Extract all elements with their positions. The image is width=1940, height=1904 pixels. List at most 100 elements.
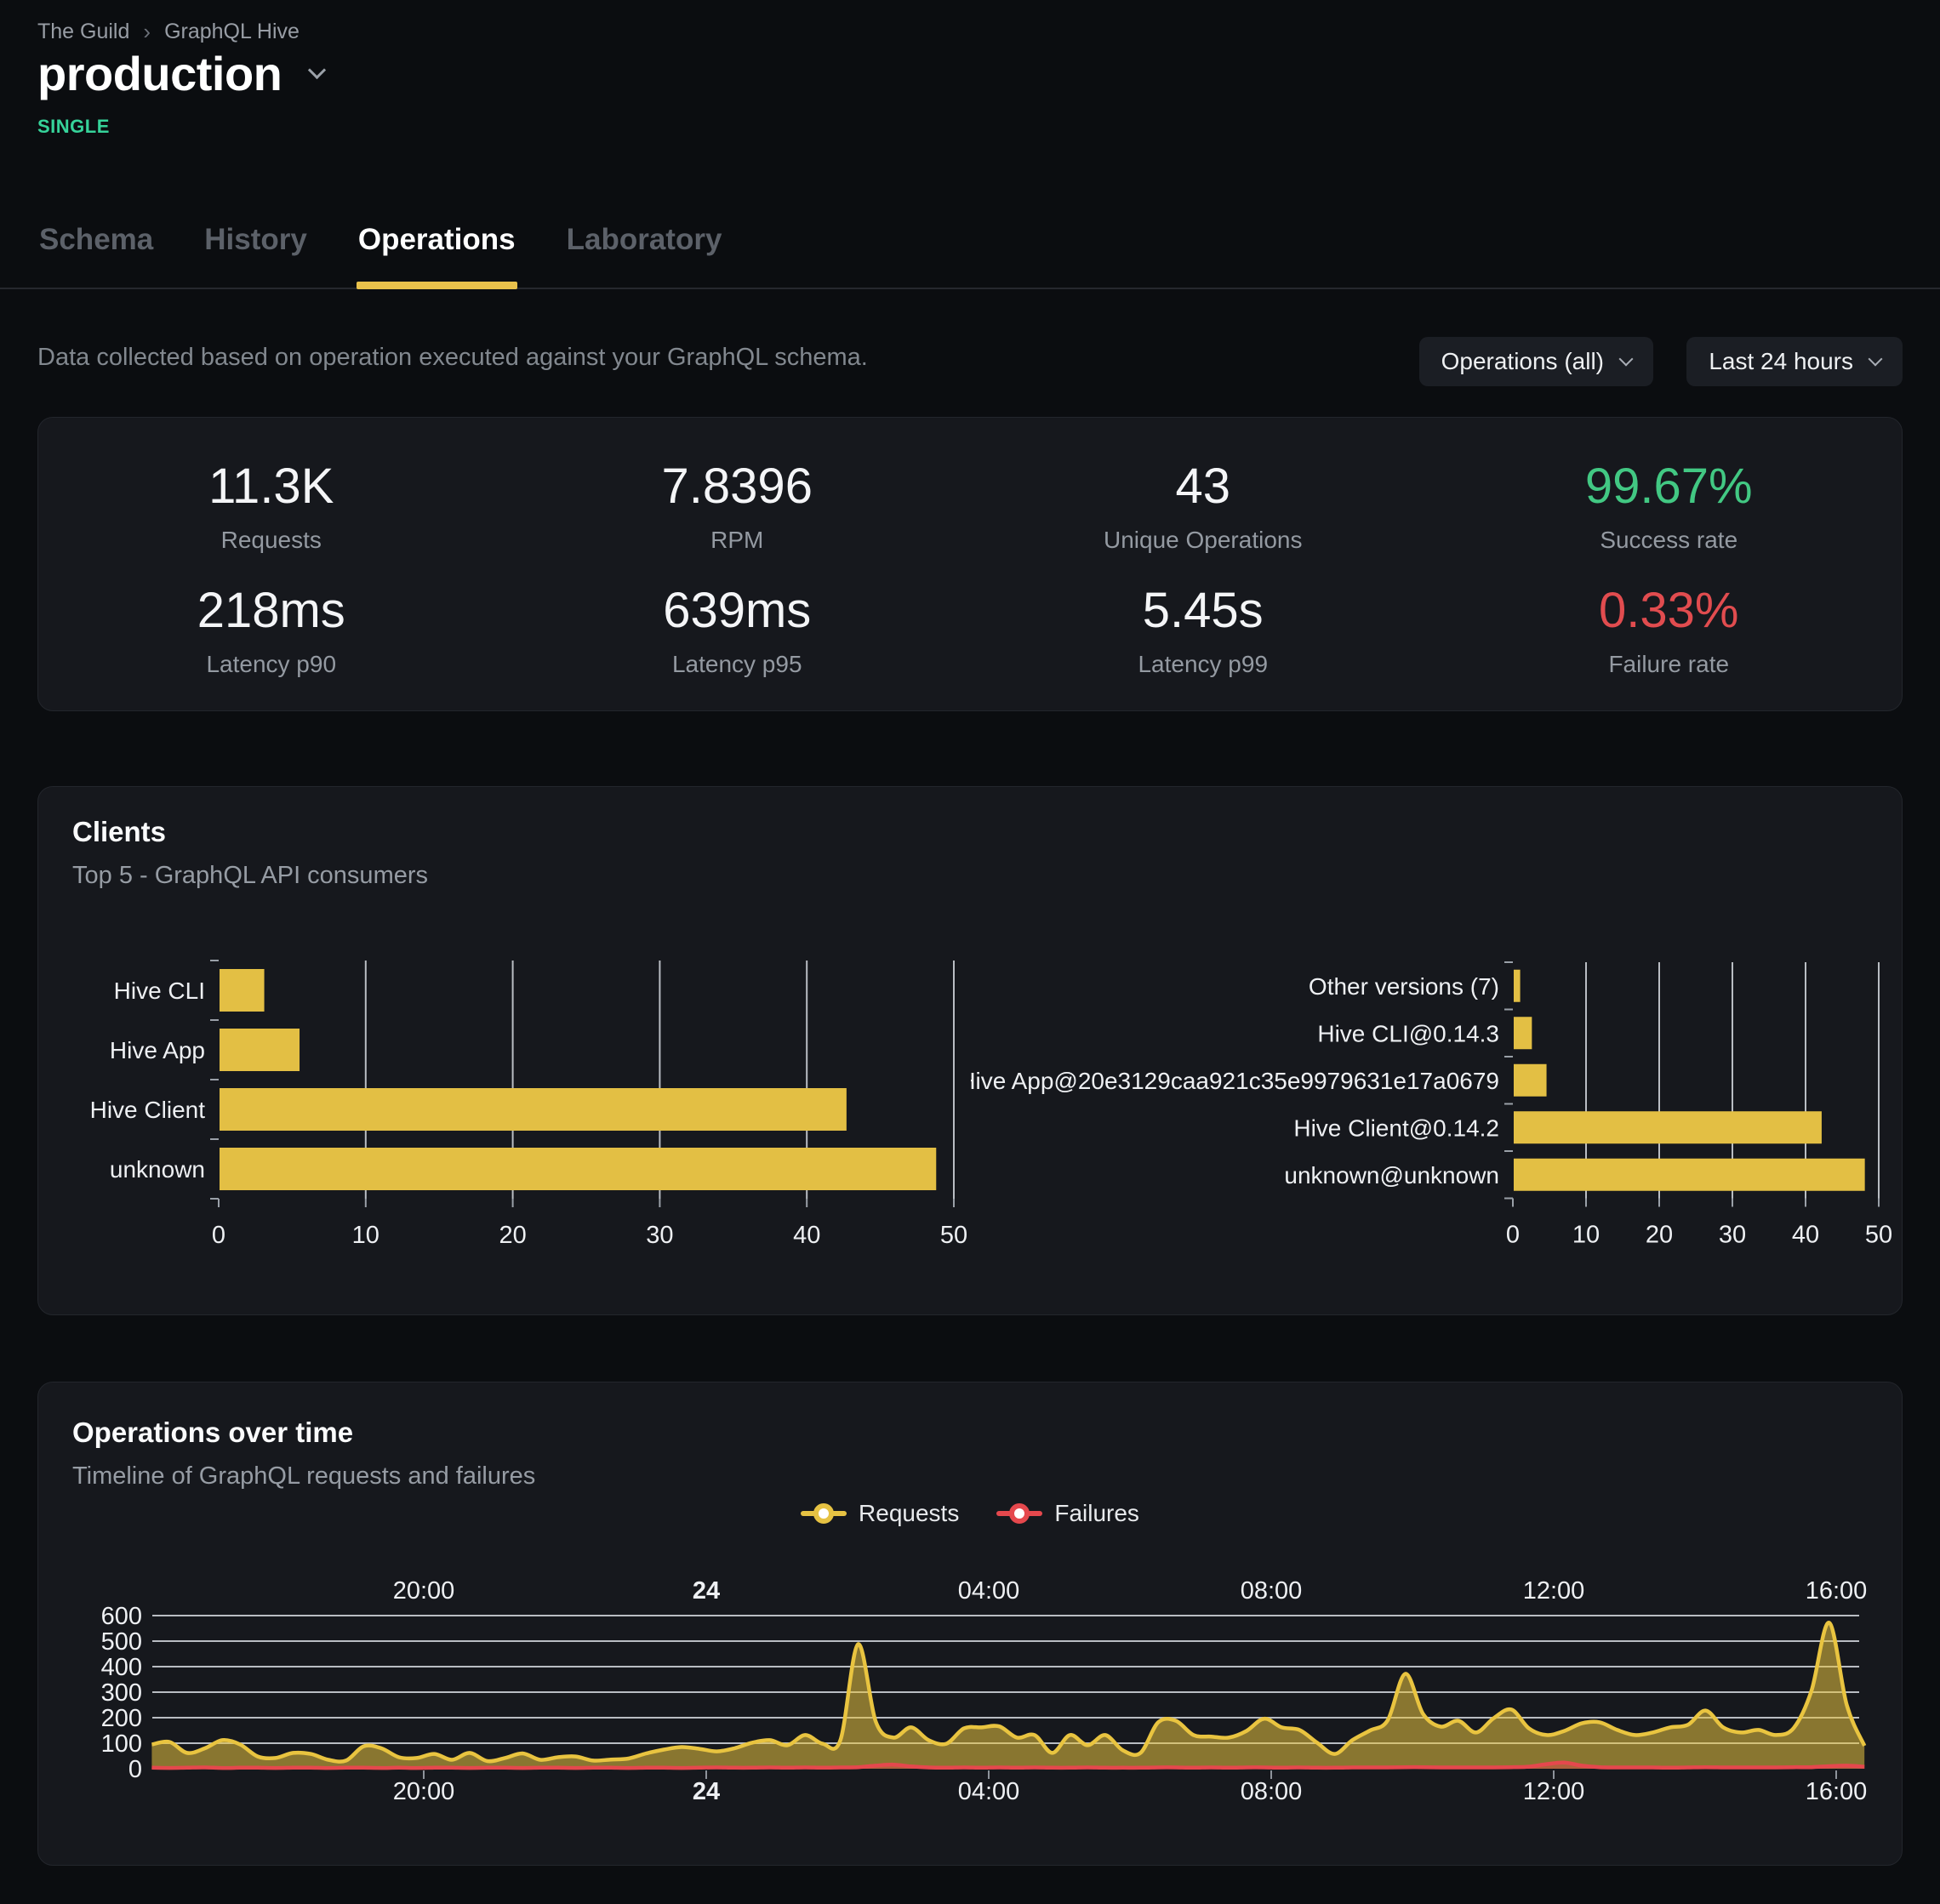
svg-text:40: 40 — [793, 1222, 820, 1249]
stat-requests: 11.3K Requests — [38, 443, 505, 567]
stat-value: 639ms — [663, 582, 812, 638]
target-switcher-chevron-down-icon[interactable] — [308, 60, 327, 80]
target-type-badge: SINGLE — [37, 116, 110, 137]
stat-label: RPM — [710, 526, 764, 553]
legend-label: Requests — [859, 1500, 960, 1526]
stat-value: 11.3K — [208, 458, 334, 514]
tab-laboratory[interactable]: Laboratory — [566, 223, 722, 256]
svg-text:0: 0 — [212, 1222, 225, 1249]
svg-text:20:00: 20:00 — [393, 1577, 455, 1605]
stat-value: 99.67% — [1584, 458, 1753, 514]
stat-label: Latency p95 — [671, 650, 802, 677]
svg-text:16:00: 16:00 — [1806, 1577, 1868, 1605]
breadcrumb-project[interactable]: GraphQL Hive — [164, 20, 300, 43]
operations-panel-title: Operations over time — [72, 1417, 354, 1448]
stats-panel: 11.3K Requests 7.8396 RPM 43 Unique Oper… — [37, 417, 1903, 711]
operations-over-time-panel: Operations over time Timeline of GraphQL… — [37, 1382, 1903, 1866]
stat-value: 7.8396 — [661, 458, 813, 514]
page-description: Data collected based on operation execut… — [37, 344, 868, 371]
page-title: production — [37, 47, 282, 100]
stat-label: Latency p90 — [206, 650, 337, 677]
svg-text:100: 100 — [101, 1730, 142, 1758]
stat-latency-p90: 218ms Latency p90 — [38, 567, 505, 692]
legend-item-failures[interactable]: Failures — [996, 1500, 1139, 1527]
svg-text:Hive App: Hive App — [110, 1037, 205, 1063]
operations-panel-subtitle: Timeline of GraphQL requests and failure… — [72, 1462, 536, 1490]
stat-label: Failure rate — [1608, 650, 1730, 677]
svg-text:40: 40 — [1792, 1222, 1819, 1249]
svg-text:Hive CLI@0.14.3: Hive CLI@0.14.3 — [1317, 1020, 1499, 1046]
target-title-row: production — [37, 46, 327, 101]
svg-text:Hive App@20e3129caa921c35e9979: Hive App@20e3129caa921c35e9979631e17a067… — [971, 1068, 1499, 1094]
stat-value: 43 — [1175, 458, 1230, 514]
svg-text:10: 10 — [352, 1222, 379, 1249]
svg-text:500: 500 — [101, 1628, 142, 1656]
svg-text:Other versions (7): Other versions (7) — [1309, 973, 1499, 1000]
svg-text:Hive Client: Hive Client — [90, 1097, 206, 1123]
clients-panel-subtitle: Top 5 - GraphQL API consumers — [72, 862, 429, 889]
tabs-bar: Schema History Operations Laboratory — [0, 216, 1940, 289]
stat-rpm: 7.8396 RPM — [505, 443, 971, 567]
svg-text:16:00: 16:00 — [1806, 1778, 1868, 1805]
svg-text:04:00: 04:00 — [958, 1577, 1020, 1605]
period-filter-label: Last 24 hours — [1709, 348, 1853, 374]
svg-text:30: 30 — [1719, 1222, 1746, 1249]
svg-text:300: 300 — [101, 1679, 142, 1707]
stat-value: 5.45s — [1142, 582, 1264, 638]
period-filter-dropdown[interactable]: Last 24 hours — [1686, 337, 1903, 386]
svg-text:Hive CLI: Hive CLI — [114, 978, 205, 1004]
stat-success-rate: 99.67% Success rate — [1436, 443, 1903, 567]
chevron-down-icon — [1868, 351, 1883, 367]
svg-text:04:00: 04:00 — [958, 1778, 1020, 1805]
svg-text:30: 30 — [646, 1222, 673, 1249]
breadcrumb-separator-icon: › — [143, 19, 151, 44]
breadcrumb-org[interactable]: The Guild — [37, 20, 130, 43]
clients-panel-title: Clients — [72, 816, 167, 847]
clients-by-version-bar-chart: 0 10 20 30 40 50 Other versions (7) Hive CLI@0.… — [971, 961, 1892, 1249]
svg-text:unknown: unknown — [110, 1156, 205, 1183]
chevron-down-icon — [1618, 351, 1634, 367]
svg-text:Hive Client@0.14.2: Hive Client@0.14.2 — [1293, 1114, 1499, 1141]
svg-text:unknown@unknown: unknown@unknown — [1284, 1162, 1499, 1189]
active-tab-underline — [356, 282, 517, 289]
clients-panel: Clients Top 5 - GraphQL API consumers 0 1… — [37, 786, 1903, 1315]
svg-text:0: 0 — [1506, 1222, 1520, 1249]
svg-text:200: 200 — [101, 1705, 142, 1732]
stat-failure-rate: 0.33% Failure rate — [1436, 567, 1903, 692]
svg-text:0: 0 — [128, 1756, 142, 1783]
svg-text:12:00: 12:00 — [1523, 1577, 1585, 1605]
operations-filter-label: Operations (all) — [1441, 348, 1604, 374]
stat-unique-operations: 43 Unique Operations — [970, 443, 1436, 567]
svg-text:20: 20 — [1646, 1222, 1673, 1249]
legend-item-requests[interactable]: Requests — [801, 1500, 959, 1527]
svg-text:20:00: 20:00 — [393, 1778, 455, 1805]
failures-series-marker-icon — [996, 1503, 1043, 1524]
operations-filter-dropdown[interactable]: Operations (all) — [1418, 337, 1653, 386]
svg-text:20: 20 — [499, 1222, 526, 1249]
svg-text:24: 24 — [693, 1778, 720, 1805]
svg-text:400: 400 — [101, 1654, 142, 1681]
svg-text:50: 50 — [1865, 1222, 1892, 1249]
svg-text:08:00: 08:00 — [1241, 1577, 1303, 1605]
stat-value: 0.33% — [1599, 582, 1739, 638]
stat-value: 218ms — [197, 582, 345, 638]
stat-latency-p95: 639ms Latency p95 — [505, 567, 971, 692]
stat-label: Success rate — [1600, 526, 1738, 553]
svg-text:08:00: 08:00 — [1241, 1778, 1303, 1805]
svg-text:24: 24 — [693, 1577, 720, 1605]
stat-label: Requests — [220, 526, 322, 553]
svg-text:50: 50 — [940, 1222, 967, 1249]
clients-by-name-bar-chart: 0 10 20 30 40 50 Hive CLI Hive App Hive Client un… — [90, 960, 967, 1249]
tab-history[interactable]: History — [204, 223, 307, 256]
svg-text:10: 10 — [1572, 1222, 1600, 1249]
requests-series-marker-icon — [801, 1503, 847, 1524]
tab-operations[interactable]: Operations — [356, 216, 517, 289]
stat-label: Unique Operations — [1104, 526, 1303, 553]
breadcrumb: The Guild › GraphQL Hive — [37, 19, 300, 45]
tab-schema[interactable]: Schema — [39, 223, 154, 256]
stat-latency-p99: 5.45s Latency p99 — [970, 567, 1436, 692]
timeline-legend: Requests Failures — [38, 1500, 1902, 1527]
svg-text:12:00: 12:00 — [1523, 1778, 1585, 1805]
legend-label: Failures — [1054, 1500, 1139, 1526]
